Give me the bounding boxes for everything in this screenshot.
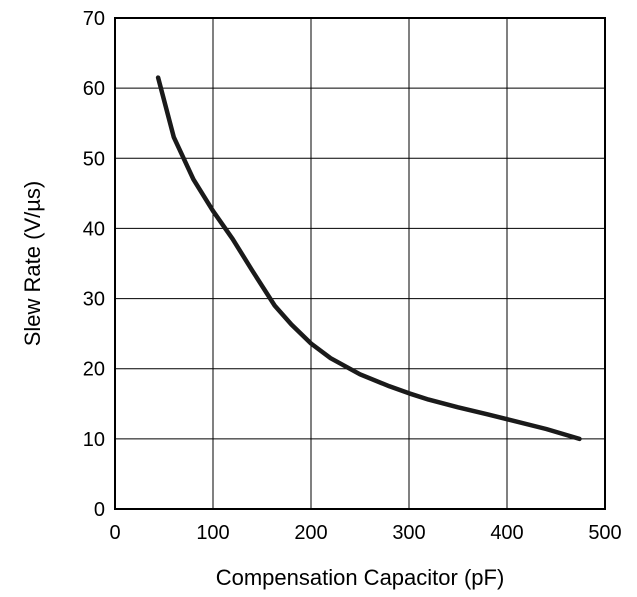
x-tick-label: 500 (588, 522, 621, 544)
y-tick-label: 60 (83, 78, 105, 100)
y-tick-labels: 0 10 20 30 40 50 60 70 (83, 8, 105, 521)
x-tick-labels: 0 100 200 300 400 500 (109, 522, 621, 544)
y-tick-label: 50 (83, 148, 105, 170)
x-tick-label: 400 (490, 522, 523, 544)
grid (115, 18, 605, 509)
series-layer (155, 75, 582, 442)
y-tick-label: 0 (94, 499, 105, 521)
y-tick-label: 70 (83, 8, 105, 30)
slew-rate-series-line (155, 75, 582, 442)
x-tick-label: 200 (294, 522, 327, 544)
x-tick-label: 300 (392, 522, 425, 544)
x-tick-label: 100 (196, 522, 229, 544)
y-tick-label: 20 (83, 359, 105, 381)
y-tick-label: 40 (83, 218, 105, 240)
x-axis-title: Compensation Capacitor (pF) (216, 565, 505, 590)
x-tick-label: 0 (109, 522, 120, 544)
y-tick-label: 30 (83, 289, 105, 311)
y-tick-label: 10 (83, 429, 105, 451)
y-axis-title: Slew Rate (V/µs) (20, 181, 45, 347)
plot-frame (114, 17, 606, 510)
